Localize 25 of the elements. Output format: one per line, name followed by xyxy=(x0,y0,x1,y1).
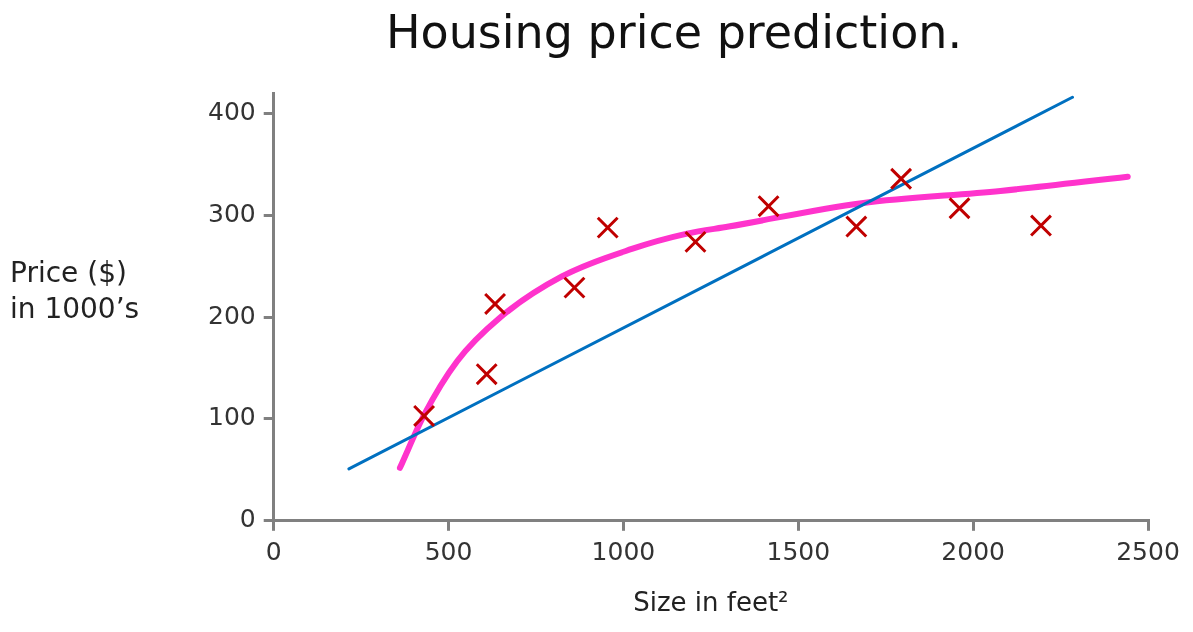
point xyxy=(1029,214,1053,237)
point xyxy=(483,292,507,316)
point xyxy=(889,167,913,191)
point xyxy=(844,215,868,238)
point xyxy=(475,362,499,386)
point xyxy=(596,216,620,239)
point xyxy=(412,404,436,428)
x-axis-title: Size in feet² xyxy=(633,587,789,618)
x-tick-label: 2000 xyxy=(941,537,1005,567)
point xyxy=(563,276,586,300)
y-tick-label: 0 xyxy=(239,504,256,534)
y-tick-label: 400 xyxy=(208,97,256,127)
x-tick-label: 500 xyxy=(424,537,473,567)
y-axis-title: Price ($) in 1000’s xyxy=(10,255,140,328)
point xyxy=(757,194,780,218)
y-tick-label: 100 xyxy=(208,402,256,432)
x-tick-label: 1000 xyxy=(591,537,656,567)
y-tick-label: 300 xyxy=(208,198,256,228)
x-tick-label: 2500 xyxy=(1116,537,1180,567)
y-tick-label: 200 xyxy=(208,300,256,330)
point xyxy=(948,196,971,220)
x-tick-label: 0 xyxy=(265,537,282,567)
point xyxy=(684,230,707,254)
x-tick-label: 1500 xyxy=(766,537,831,567)
chart-title: Housing price prediction. xyxy=(385,4,963,59)
